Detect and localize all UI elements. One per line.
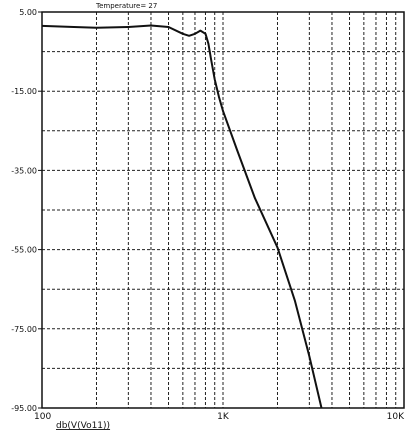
top-label: Temperature= 27 — [95, 2, 157, 10]
y-tick-label: 5.00 — [19, 8, 37, 17]
x-axis-ticks: 100 1K 10K — [34, 412, 405, 422]
y-tick-label: -75.00 — [11, 325, 37, 334]
y-tick-label: -95.00 — [11, 404, 37, 413]
plot-border — [41, 11, 405, 409]
series-line — [41, 24, 323, 409]
x-axis-label: db(V(Vo11)) — [56, 421, 110, 431]
x-tick-label: 1K — [217, 412, 230, 422]
x-tick-label: 100 — [34, 412, 51, 422]
grid — [42, 12, 404, 408]
x-tick-label: 10K — [387, 412, 405, 422]
y-axis-ticks: 5.00 -15.00 -35.00 -55.00 -75.00 -95.00 — [11, 8, 42, 413]
y-tick-label: -15.00 — [11, 87, 37, 96]
y-tick-label: -35.00 — [11, 166, 37, 175]
series-layer — [41, 24, 323, 409]
plot-frame — [41, 11, 405, 409]
y-tick-label: -55.00 — [11, 246, 37, 255]
